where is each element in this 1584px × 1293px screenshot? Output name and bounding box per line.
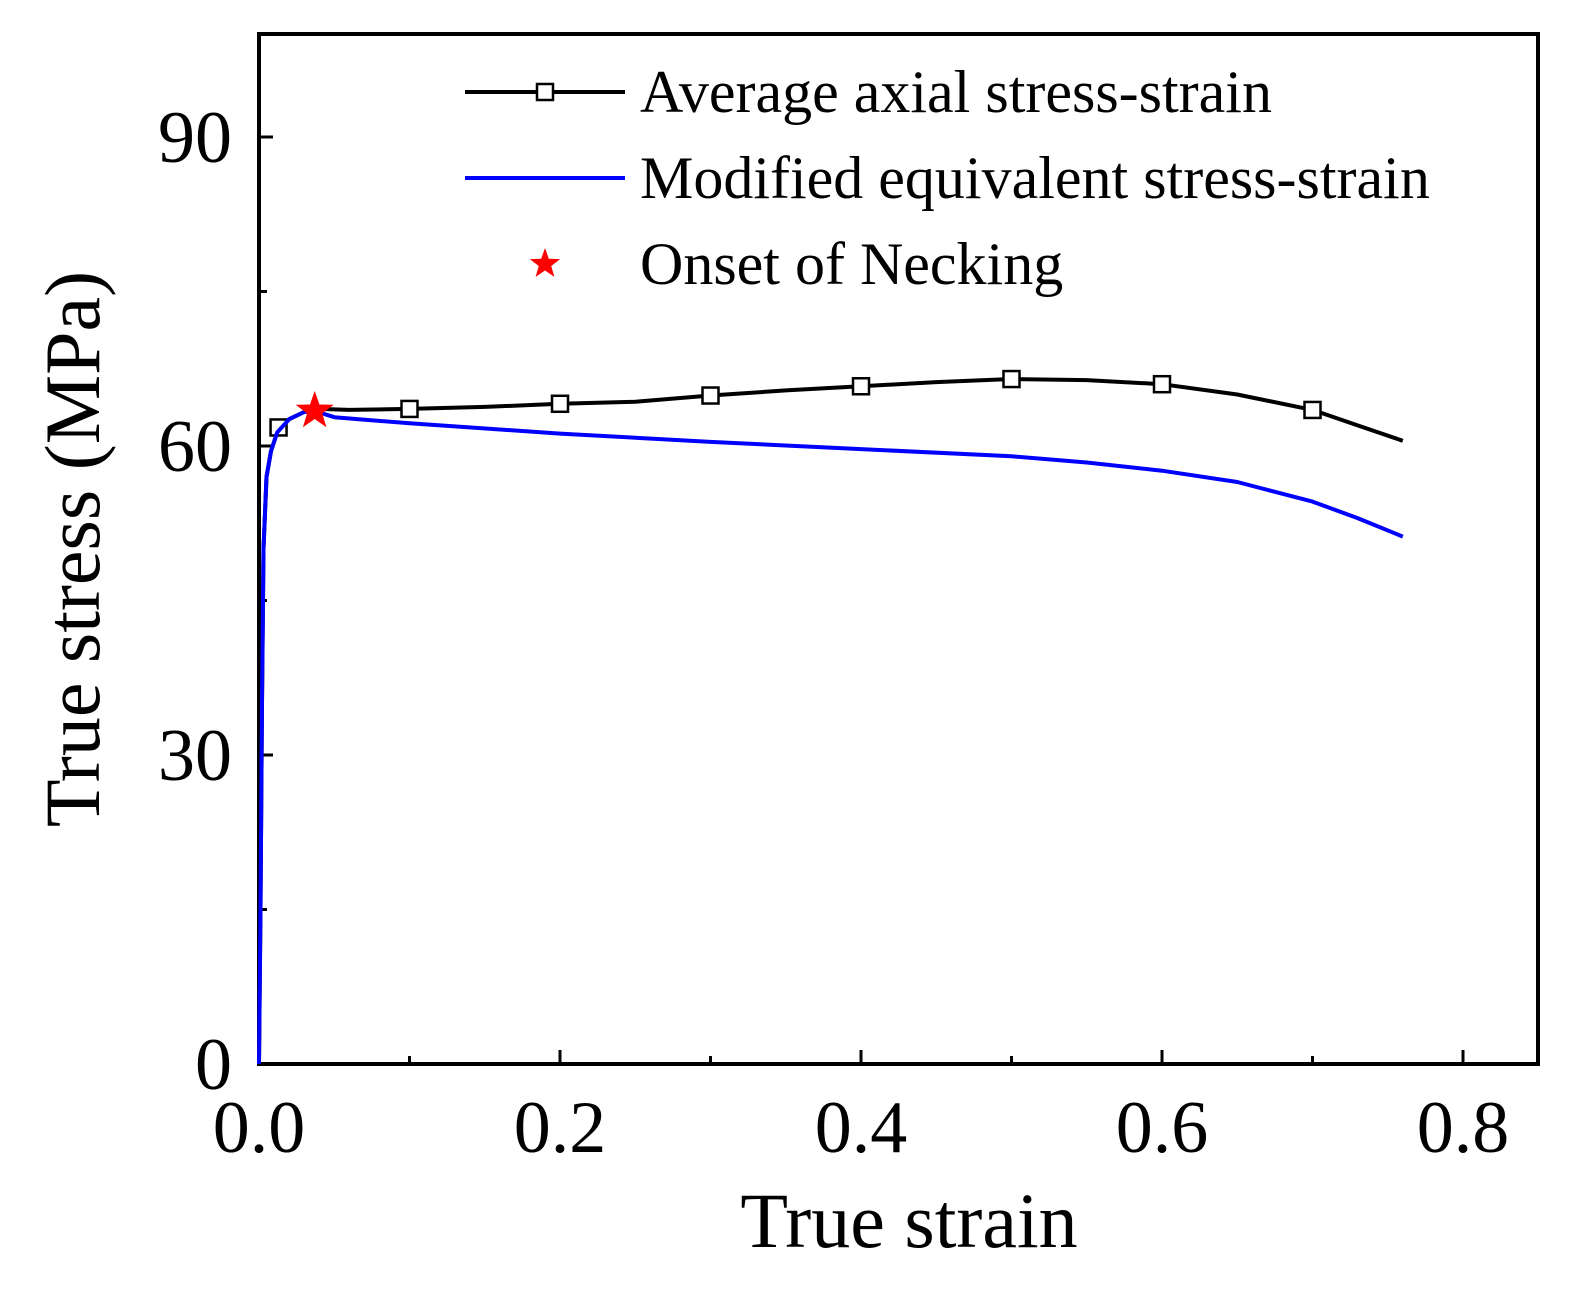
square-marker bbox=[269, 418, 288, 437]
y-tick-label: 30 bbox=[158, 715, 232, 797]
legend-star-icon bbox=[529, 248, 561, 277]
legend-label-average-axial: Average axial stress-strain bbox=[640, 59, 1272, 125]
square-marker bbox=[1303, 400, 1322, 420]
x-tick-label: 0.0 bbox=[213, 1087, 306, 1169]
square-marker bbox=[701, 386, 720, 405]
markers-layer bbox=[295, 391, 334, 428]
x-tick-label: 0.6 bbox=[1116, 1087, 1209, 1169]
legend-label-modified-equivalent: Modified equivalent stress-strain bbox=[640, 145, 1430, 211]
square-marker bbox=[550, 394, 570, 414]
necking-star-marker bbox=[295, 391, 334, 428]
plot-frame bbox=[257, 32, 1540, 1066]
x-tick-label: 0.4 bbox=[815, 1087, 908, 1169]
x-tick-label: 0.2 bbox=[514, 1087, 607, 1169]
square-marker bbox=[1152, 374, 1172, 394]
series-layer bbox=[257, 369, 1404, 1065]
y-axis-title: True stress (MPa) bbox=[29, 271, 116, 827]
square-marker bbox=[851, 377, 871, 396]
x-tick-label: 0.8 bbox=[1417, 1087, 1510, 1169]
x-axis-title: True strain bbox=[740, 1177, 1077, 1264]
modified-equivalent-line bbox=[257, 409, 1404, 1065]
legend: Average axial stress-strain Modified equi… bbox=[465, 59, 1430, 297]
square-marker bbox=[1002, 369, 1021, 389]
tick-labels: 0.0 0.2 0.4 0.6 0.8 0 30 60 90 bbox=[158, 97, 1509, 1169]
square-marker bbox=[400, 399, 419, 419]
legend-square-marker bbox=[535, 82, 555, 102]
y-tick-label: 60 bbox=[158, 406, 232, 488]
legend-label-onset-necking: Onset of Necking bbox=[640, 231, 1063, 297]
y-tick-label: 0 bbox=[195, 1024, 232, 1106]
y-tick-label: 90 bbox=[158, 97, 232, 179]
